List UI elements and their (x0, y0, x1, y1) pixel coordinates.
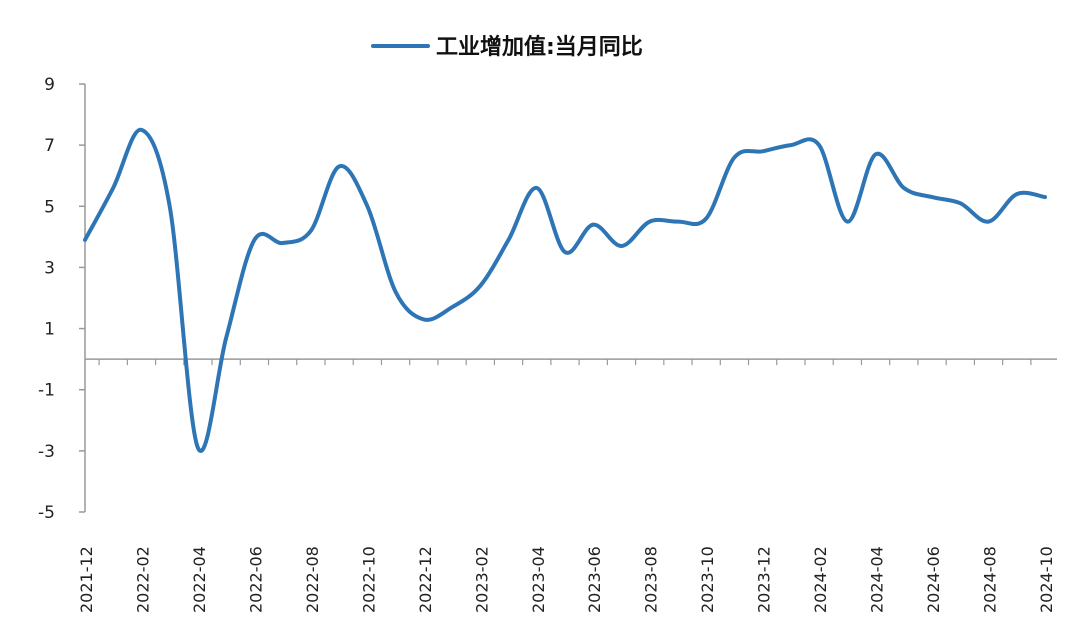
x-axis: 2021-12 2022-02 2022-04 2022-06 2022-08 2022-… (77, 358, 1057, 613)
data-point (619, 244, 623, 248)
x-tick-label: 2022-08 (303, 546, 322, 613)
legend: 工业增加值:当月同比 (371, 34, 643, 60)
y-tick-label: 3 (44, 258, 55, 278)
data-point (196, 446, 200, 450)
x-tick-label: 2022-06 (246, 546, 265, 613)
x-tick-label: 2023-06 (585, 546, 604, 613)
data-point (139, 128, 143, 132)
data-point (563, 250, 567, 254)
data-point (224, 336, 228, 340)
legend-label: 工业增加值:当月同比 (436, 34, 643, 60)
data-point (507, 238, 511, 242)
data-point (1043, 195, 1047, 199)
series-layer (83, 127, 1047, 453)
x-tick-label: 2023-02 (472, 546, 491, 613)
y-tick-label: -3 (38, 442, 55, 462)
data-point (817, 143, 821, 147)
data-point (958, 201, 962, 205)
y-tick-label: 1 (44, 320, 55, 340)
x-tick-label: 2022-02 (133, 546, 152, 613)
data-point (478, 284, 482, 288)
y-axis: -5 -3 -1 1 3 5 7 9 (38, 75, 86, 523)
y-tick-label: 5 (44, 197, 55, 217)
y-tick-label: 9 (44, 75, 55, 95)
y-tick-label: -1 (38, 381, 55, 401)
x-tick-label: 2022-10 (359, 546, 378, 613)
x-tick-label: 2024-06 (924, 546, 943, 613)
x-tick-label: 2022-12 (416, 546, 435, 613)
data-point (789, 143, 793, 147)
data-point (394, 290, 398, 294)
data-point (591, 223, 595, 227)
data-point (704, 217, 708, 221)
data-point (761, 149, 765, 153)
x-tick-label: 2024-04 (868, 546, 887, 613)
data-point (845, 220, 849, 224)
data-point (987, 220, 991, 224)
data-point (648, 220, 652, 224)
data-point (676, 220, 680, 224)
data-point (309, 229, 313, 233)
x-tick-label: 2024-02 (811, 546, 830, 613)
data-point (1015, 192, 1019, 196)
y-tick-label: -5 (38, 503, 55, 523)
data-point (450, 305, 454, 309)
data-point (930, 195, 934, 199)
data-point (168, 204, 172, 208)
x-tick-label: 2021-12 (77, 546, 96, 613)
data-point (337, 165, 341, 169)
series-line (83, 127, 1047, 453)
x-tick-label: 2024-08 (981, 546, 1000, 613)
data-point (111, 186, 115, 190)
data-point (902, 186, 906, 190)
x-tick-label: 2023-08 (642, 546, 661, 613)
data-point (535, 186, 539, 190)
x-tick-label: 2024-10 (1037, 546, 1056, 613)
data-point (422, 317, 426, 321)
x-tick-label: 2022-04 (190, 546, 209, 613)
x-tick-label: 2023-04 (529, 546, 548, 613)
data-point (252, 238, 256, 242)
x-tick-label: 2023-12 (755, 546, 774, 613)
data-point (83, 238, 87, 242)
data-point (732, 155, 736, 159)
x-tick-label: 2023-10 (698, 546, 717, 613)
data-point (874, 152, 878, 156)
y-tick-label: 7 (44, 136, 55, 156)
data-point (365, 204, 369, 208)
data-point (281, 241, 285, 245)
